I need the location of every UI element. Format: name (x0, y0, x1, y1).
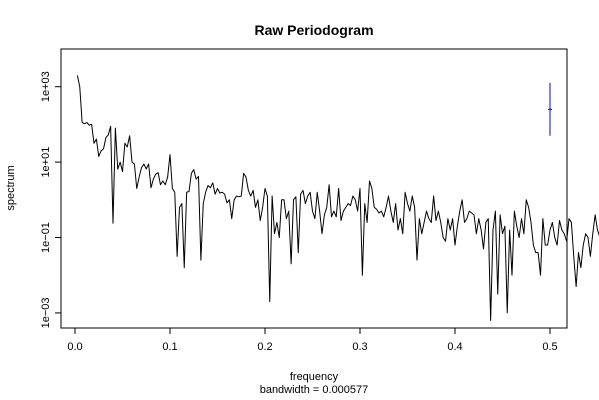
y-tick-label: 1e−03 (40, 297, 52, 328)
x-axis: 0.0 0.1 0.2 0.3 0.4 0.5 (67, 328, 558, 353)
x-tick-label: 0.3 (352, 341, 367, 353)
y-axis-label: spectrum (5, 165, 17, 210)
bandwidth-label: bandwidth = 0.000577 (260, 384, 369, 396)
x-axis-label: frequency (290, 371, 339, 383)
periodogram-line (76, 75, 599, 321)
y-tick-label: 1e+03 (40, 71, 52, 102)
x-tick-label: 0.2 (257, 341, 272, 353)
series-layer (76, 75, 599, 321)
x-tick-label: 0.1 (162, 341, 177, 353)
x-tick-label: 0.5 (542, 341, 557, 353)
y-axis: 1e−03 1e−01 1e+01 1e+03 (40, 71, 61, 328)
y-tick-label: 1e−01 (40, 222, 52, 253)
x-tick-label: 0.0 (67, 341, 82, 353)
ci-bar-layer (548, 82, 552, 136)
y-tick-label: 1e+01 (40, 147, 52, 178)
x-tick-label: 0.4 (447, 341, 462, 353)
plot-frame (60, 48, 568, 329)
chart-title: Raw Periodogram (254, 22, 373, 38)
